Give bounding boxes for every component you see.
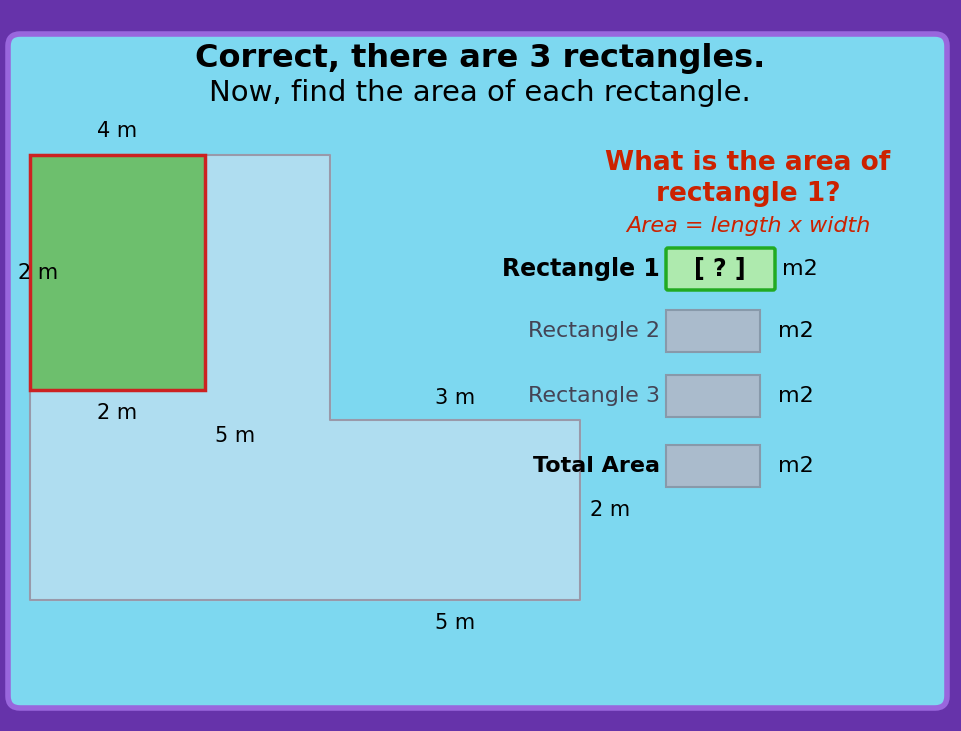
- Text: 5 m: 5 m: [215, 426, 255, 446]
- FancyBboxPatch shape: [666, 375, 760, 417]
- Text: Rectangle 1: Rectangle 1: [503, 257, 660, 281]
- FancyBboxPatch shape: [666, 310, 760, 352]
- Bar: [30, 155, 205, 390]
- Text: 2 m: 2 m: [97, 403, 137, 423]
- FancyBboxPatch shape: [666, 445, 760, 487]
- Text: Rectangle 2: Rectangle 2: [528, 321, 660, 341]
- Text: What is the area of: What is the area of: [605, 150, 891, 176]
- Text: 4 m: 4 m: [97, 121, 137, 141]
- Text: m2: m2: [778, 321, 814, 341]
- Text: rectangle 1?: rectangle 1?: [655, 181, 840, 207]
- Text: m2: m2: [782, 259, 818, 279]
- FancyBboxPatch shape: [666, 248, 775, 290]
- Text: Rectangle 3: Rectangle 3: [528, 386, 660, 406]
- Text: 3 m: 3 m: [435, 388, 475, 408]
- Text: Area = length x width: Area = length x width: [626, 216, 871, 236]
- Text: Correct, there are 3 rectangles.: Correct, there are 3 rectangles.: [195, 44, 765, 75]
- FancyBboxPatch shape: [8, 34, 947, 708]
- Text: Total Area: Total Area: [533, 456, 660, 476]
- Text: [ ? ]: [ ? ]: [694, 257, 746, 281]
- Text: m2: m2: [778, 456, 814, 476]
- Text: 2 m: 2 m: [590, 500, 630, 520]
- Text: m2: m2: [778, 386, 814, 406]
- Text: Now, find the area of each rectangle.: Now, find the area of each rectangle.: [209, 79, 751, 107]
- Text: 5 m: 5 m: [435, 613, 475, 633]
- Text: 2 m: 2 m: [18, 263, 58, 283]
- Polygon shape: [30, 155, 580, 600]
